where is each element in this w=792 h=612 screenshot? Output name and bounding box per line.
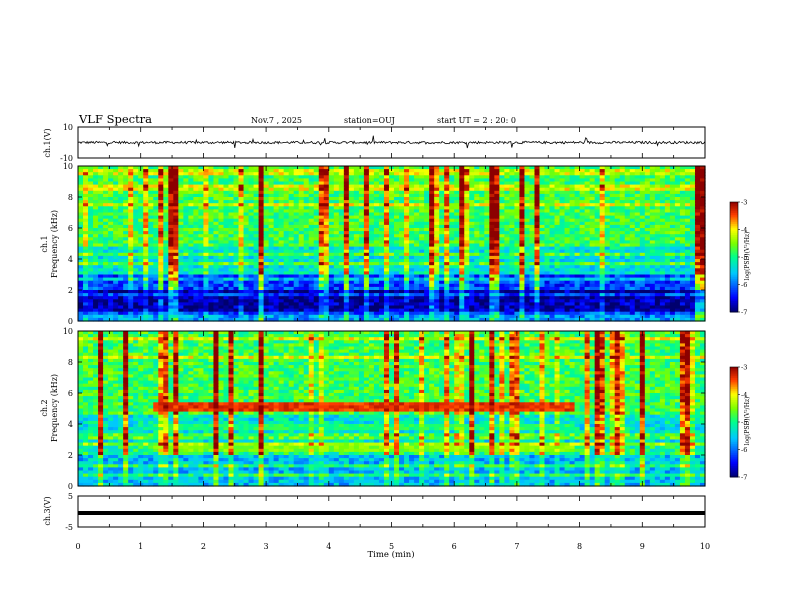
ch1-ytick-top: 10 (63, 123, 73, 132)
figure-title: VLF Spectra (78, 112, 152, 126)
ch3-waveform-ylabel: ch.3(V) (43, 496, 52, 525)
ch2-spectrogram-ytick: 2 (68, 451, 73, 460)
ch2-spectrogram-ytick: 0 (68, 482, 73, 491)
ch1-spectrogram-ytick: 10 (63, 162, 73, 171)
ch2-colorbar-tick: -3 (741, 364, 747, 372)
ch2-spectrogram-ylabel-channel: ch.2 (40, 399, 49, 416)
ch2-spectrogram-panel: 0 2 4 6 8 10 ch.2 Frequency (kHz) (40, 327, 706, 491)
time-axis-tick-label: 0 (75, 542, 80, 551)
ch3-ytick-top: 5 (68, 492, 73, 501)
ch1-spectrogram-ylabel-channel: ch.1 (40, 235, 49, 252)
ch2-colorbar-label: log(PSD)(V²/Hz) (744, 397, 751, 446)
ch1-spectrogram-ylabel-frequency: Frequency (kHz) (50, 210, 59, 278)
time-axis-label: Time (min) (367, 549, 414, 560)
ch2-spectrogram-ytick: 6 (68, 389, 73, 398)
ch1-colorbar-label: log(PSD)(V²/Hz) (744, 232, 751, 281)
time-axis-tick-label: 5 (389, 542, 394, 551)
ch1-waveform-panel: 10 -10 ch.1(V) (43, 123, 706, 163)
ch1-waveform-trace (77, 135, 706, 149)
ch1-spectrogram-panel: 0 2 4 6 8 10 ch.1 Frequency (kHz) (40, 162, 706, 326)
ch2-colorbar-tick: -5 (741, 419, 747, 427)
ch2-spectrogram-ytick: 8 (68, 358, 73, 367)
ch2-colorbar: -3 -4 -5 -6 -7 log(PSD)(V²/Hz) (729, 364, 751, 482)
ch1-spectrogram-ytick: 4 (68, 255, 73, 264)
ch2-colorbar-tick: -4 (741, 391, 747, 399)
ch3-ytick-bottom: -5 (65, 523, 73, 532)
time-axis-tick-label: 9 (640, 542, 645, 551)
time-axis-tick-label: 8 (577, 542, 582, 551)
ch2-colorbar-tick: -7 (741, 474, 747, 482)
time-axis-tick-label: 7 (514, 542, 519, 551)
ch1-spectrogram-ytick: 6 (68, 224, 73, 233)
ch2-spectrogram-ytick: 10 (63, 327, 73, 336)
ch3-waveform-panel: 5 -5 ch.3(V) 0 1 2 3 4 5 6 7 8 9 10 Time (min) (43, 127, 710, 560)
ch2-spectrogram-ylabel-frequency: Frequency (kHz) (50, 374, 59, 442)
ch1-ytick-bottom: -10 (60, 154, 73, 163)
time-axis-tick-label: 1 (138, 542, 143, 551)
ch1-spectrogram-image (78, 166, 706, 322)
station-label: station=OUJ (344, 116, 395, 125)
ch1-spectrogram-ytick: 8 (68, 193, 73, 202)
ch2-spectrogram-ytick: 4 (68, 420, 73, 429)
time-axis-tick-label: 3 (264, 542, 269, 551)
ch1-colorbar-tick: -5 (741, 254, 747, 262)
ch1-spectrogram-ytick: 0 (68, 317, 73, 326)
time-axis-tick-label: 4 (326, 542, 331, 551)
ch1-colorbar-tick: -4 (741, 226, 747, 234)
date-label: Nov.7 , 2025 (251, 116, 302, 125)
ch1-waveform-ylabel: ch.1(V) (43, 128, 52, 157)
start-time-label: start UT = 2 : 20: 0 (437, 116, 516, 125)
ch1-colorbar: -3 -4 -5 -6 -7 log(PSD)(V²/Hz) (729, 199, 751, 317)
time-axis-tick-label: 6 (452, 542, 457, 551)
time-axis-tick-label: 10 (700, 542, 710, 551)
time-axis-tick-label: 2 (201, 542, 206, 551)
ch1-colorbar-tick: -6 (741, 281, 747, 289)
ch2-spectrogram-image (78, 331, 706, 487)
ch1-spectrogram-ytick: 2 (68, 286, 73, 295)
ch2-colorbar-tick: -6 (741, 446, 747, 454)
ch1-colorbar-tick: -7 (741, 309, 747, 317)
ch1-colorbar-tick: -3 (741, 199, 747, 207)
